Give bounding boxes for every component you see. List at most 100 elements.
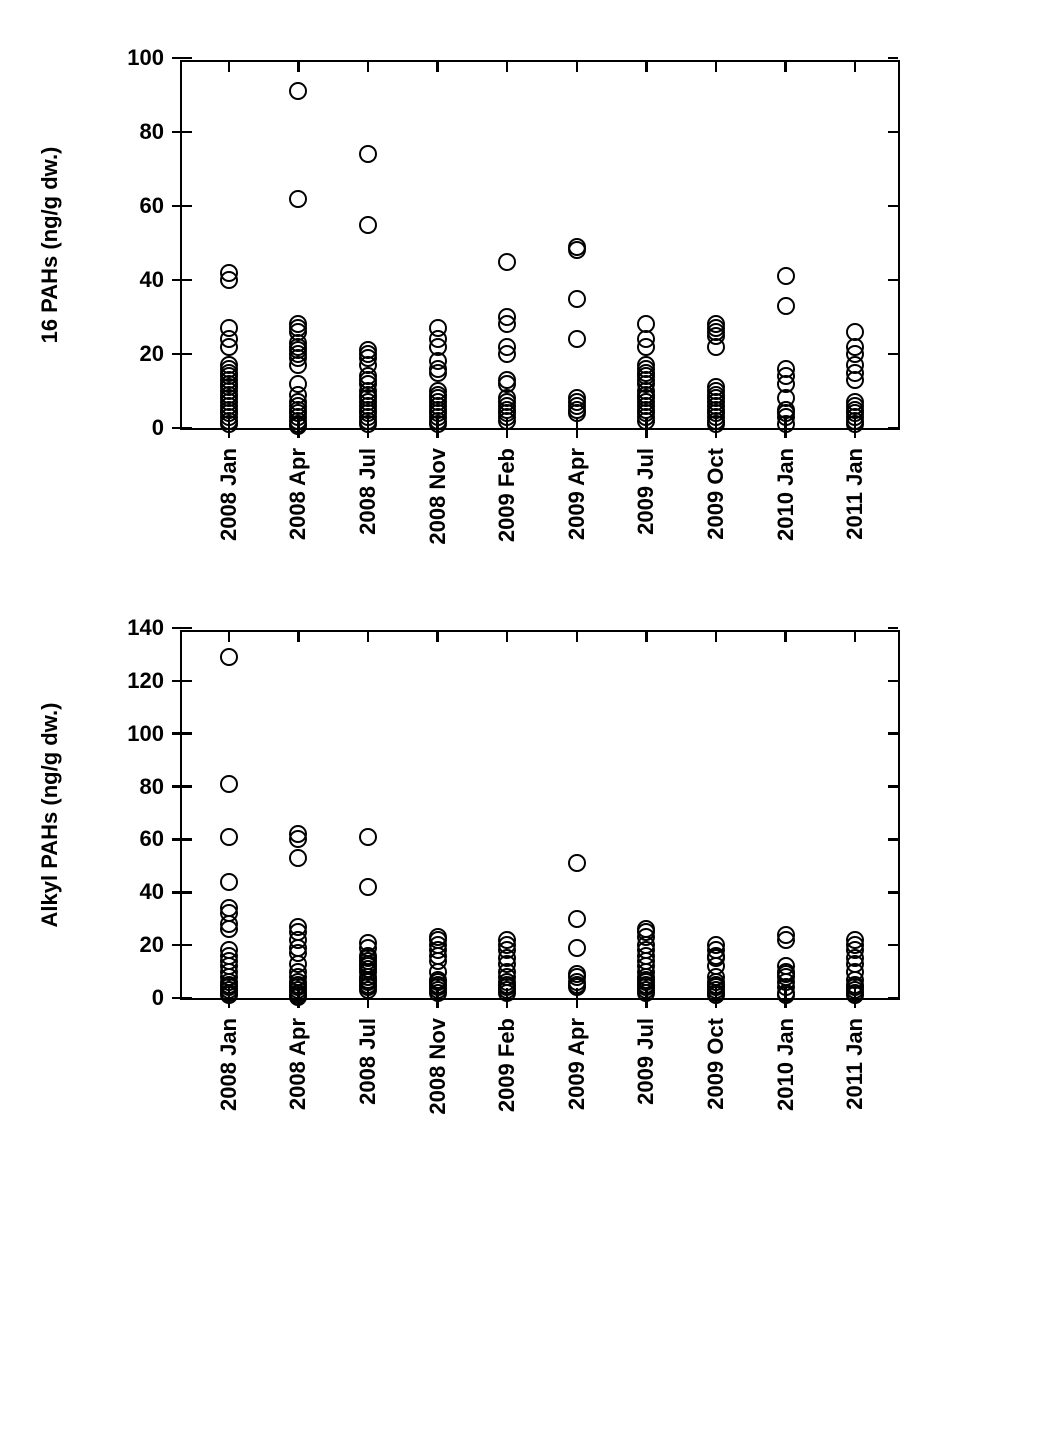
data-marker xyxy=(220,941,238,959)
x-tick-label: 2008 Jan xyxy=(216,1018,242,1111)
y-tick: 60 xyxy=(119,826,182,852)
data-marker xyxy=(289,190,307,208)
y-tick: 80 xyxy=(119,119,182,145)
x-tick-mark-inner-top xyxy=(367,62,370,72)
data-marker xyxy=(429,319,447,337)
y-axis-label: Alkyl PAHs (ng/g dw.) xyxy=(37,703,63,928)
data-marker xyxy=(359,878,377,896)
y-tick-mark-inner-right xyxy=(888,205,898,208)
x-tick-label: 2008 Nov xyxy=(425,1018,451,1115)
y-tick-mark xyxy=(172,732,182,735)
y-tick-mark-inner-left xyxy=(182,944,192,947)
y-tick: 0 xyxy=(119,415,182,441)
x-tick: 2009 Apr xyxy=(564,998,590,1110)
chart1-container: 16 PAHs (ng/g dw.)0204060801002008 Jan20… xyxy=(0,60,1056,430)
y-tick: 100 xyxy=(119,45,182,71)
y-tick-label: 40 xyxy=(119,267,164,293)
data-marker xyxy=(220,264,238,282)
y-tick-label: 20 xyxy=(119,932,164,958)
x-tick: 2008 Apr xyxy=(285,998,311,1110)
x-tick-label: 2010 Jan xyxy=(773,448,799,541)
y-tick-mark-inner-left xyxy=(182,627,192,630)
y-tick-mark-inner-right xyxy=(888,680,898,683)
data-marker xyxy=(220,356,238,374)
y-tick-mark xyxy=(172,891,182,894)
x-tick: 2008 Nov xyxy=(425,428,451,545)
y-tick-label: 100 xyxy=(119,45,164,71)
y-tick-mark-inner-left xyxy=(182,838,192,841)
x-tick: 2008 Jan xyxy=(216,428,242,541)
x-tick: 2009 Oct xyxy=(703,998,729,1110)
data-marker xyxy=(220,828,238,846)
x-tick: 2009 Feb xyxy=(494,998,520,1112)
data-marker xyxy=(359,828,377,846)
data-marker xyxy=(568,939,586,957)
data-marker xyxy=(637,920,655,938)
x-tick-mark-inner-top xyxy=(436,62,439,72)
plot-area: 0204060801002008 Jan2008 Apr2008 Jul2008… xyxy=(180,60,900,430)
y-tick-mark xyxy=(172,997,182,1000)
data-marker xyxy=(568,854,586,872)
data-marker xyxy=(429,382,447,400)
x-tick-mark-inner-top xyxy=(784,62,787,72)
data-marker xyxy=(498,931,516,949)
y-tick-label: 0 xyxy=(119,985,164,1011)
y-tick-mark xyxy=(172,205,182,208)
x-tick-mark xyxy=(576,998,579,1008)
y-tick: 80 xyxy=(119,774,182,800)
data-marker xyxy=(568,238,586,256)
x-tick-mark-inner-top xyxy=(854,62,857,72)
y-tick-label: 0 xyxy=(119,415,164,441)
y-tick-mark-inner-left xyxy=(182,785,192,788)
data-marker xyxy=(498,253,516,271)
x-tick: 2009 Jul xyxy=(633,998,659,1105)
x-tick-mark-inner-top xyxy=(645,62,648,72)
data-marker xyxy=(289,315,307,333)
data-marker xyxy=(637,315,655,333)
x-tick-label: 2008 Apr xyxy=(285,448,311,540)
x-tick-label: 2009 Feb xyxy=(494,448,520,542)
x-tick: 2008 Jul xyxy=(355,998,381,1105)
y-tick-mark xyxy=(172,57,182,60)
y-tick-label: 20 xyxy=(119,341,164,367)
y-tick-mark xyxy=(172,838,182,841)
y-tick-mark-inner-left xyxy=(182,427,192,430)
y-tick-mark-inner-left xyxy=(182,279,192,282)
x-tick-mark-inner-top xyxy=(854,632,857,642)
y-tick-mark-inner-right xyxy=(888,57,898,60)
x-tick-label: 2009 Apr xyxy=(564,1018,590,1110)
plot-area: 0204060801001201402008 Jan2008 Apr2008 J… xyxy=(180,630,900,1000)
y-tick: 20 xyxy=(119,932,182,958)
data-marker xyxy=(429,928,447,946)
y-tick-mark-inner-left xyxy=(182,680,192,683)
y-tick-label: 60 xyxy=(119,193,164,219)
y-tick-mark-inner-right xyxy=(888,279,898,282)
y-tick-mark xyxy=(172,944,182,947)
y-tick-label: 60 xyxy=(119,826,164,852)
x-tick-mark-inner-top xyxy=(576,632,579,642)
data-marker xyxy=(777,926,795,944)
data-marker xyxy=(359,934,377,952)
y-tick-mark-inner-left xyxy=(182,997,192,1000)
data-marker xyxy=(777,297,795,315)
data-marker xyxy=(568,389,586,407)
y-tick-mark-inner-right xyxy=(888,785,898,788)
data-marker xyxy=(220,319,238,337)
data-marker xyxy=(568,965,586,983)
data-marker xyxy=(289,825,307,843)
data-marker xyxy=(359,341,377,359)
x-tick-mark-inner-top xyxy=(645,632,648,642)
y-tick: 100 xyxy=(119,721,182,747)
x-tick-mark-inner-top xyxy=(506,62,509,72)
data-marker xyxy=(707,936,725,954)
data-marker xyxy=(220,648,238,666)
x-tick: 2009 Apr xyxy=(564,428,590,540)
data-marker xyxy=(846,931,864,949)
data-marker xyxy=(777,360,795,378)
y-tick-label: 100 xyxy=(119,721,164,747)
x-tick-label: 2008 Jan xyxy=(216,448,242,541)
data-marker xyxy=(637,356,655,374)
y-tick-mark-inner-right xyxy=(888,427,898,430)
y-tick-mark xyxy=(172,785,182,788)
data-marker xyxy=(568,290,586,308)
